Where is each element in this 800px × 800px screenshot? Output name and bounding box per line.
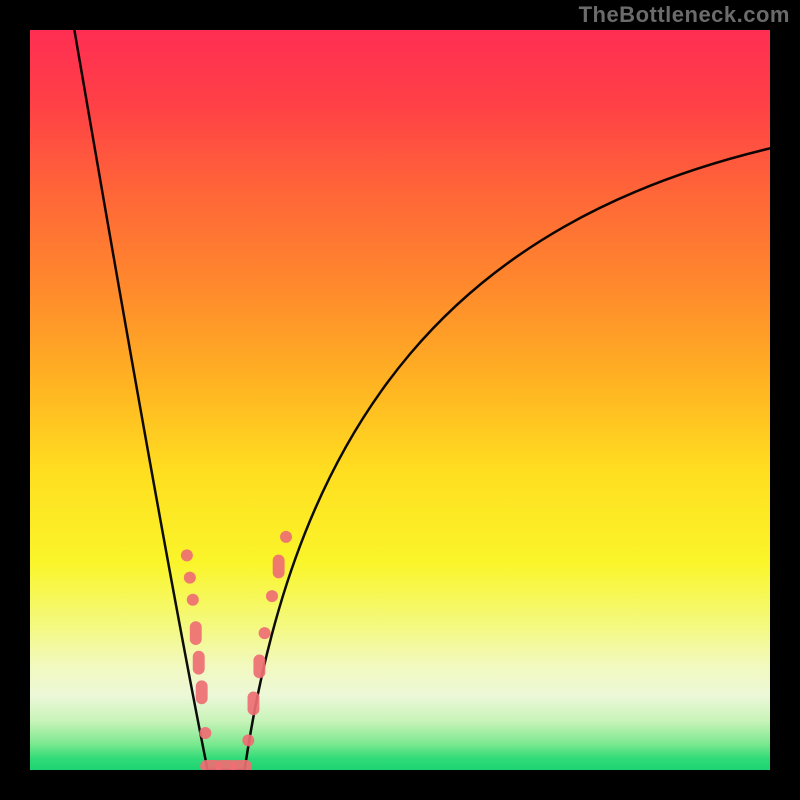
data-marker (280, 531, 292, 543)
data-marker (273, 555, 285, 579)
data-marker (181, 549, 193, 561)
data-marker (230, 760, 252, 770)
data-marker (184, 572, 196, 584)
data-marker (259, 627, 271, 639)
chart-container: TheBottleneck.com (0, 0, 800, 800)
plot-svg (30, 30, 770, 770)
data-marker (193, 651, 205, 675)
watermark-label: TheBottleneck.com (579, 2, 790, 28)
data-marker (253, 655, 265, 679)
data-marker (199, 727, 211, 739)
data-marker (266, 590, 278, 602)
data-marker (187, 594, 199, 606)
data-marker (242, 734, 254, 746)
data-marker (196, 680, 208, 704)
plot-area (30, 30, 770, 770)
gradient-background (30, 30, 770, 770)
data-marker (190, 621, 202, 645)
data-marker (248, 692, 260, 716)
